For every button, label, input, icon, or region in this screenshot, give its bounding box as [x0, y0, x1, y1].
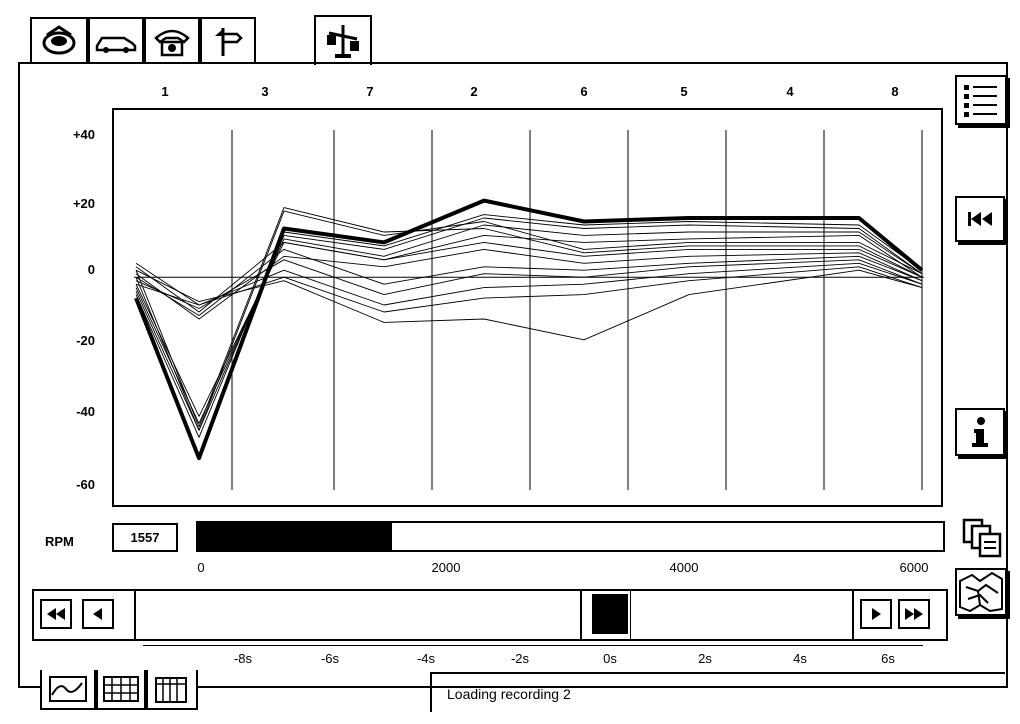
- tab-spreadsheet-view[interactable]: [146, 670, 198, 710]
- series-line: [135, 262, 923, 306]
- tab-phone[interactable]: [144, 17, 200, 63]
- y-tick-label: +40: [72, 127, 95, 142]
- y-tick-label: 0: [87, 262, 95, 277]
- timeline-thumb-frame: [579, 591, 631, 639]
- car-icon: [95, 36, 137, 53]
- channel-label: 8: [891, 84, 899, 99]
- rewind-to-start-button[interactable]: [955, 196, 1005, 242]
- rewind-fast-button[interactable]: [40, 599, 72, 629]
- tab-balance[interactable]: [314, 15, 372, 65]
- channel-label: 1: [161, 84, 169, 99]
- status-bar: Loading recording 2: [430, 672, 1005, 712]
- tab-waveform-view[interactable]: [40, 670, 96, 710]
- y-tick-label: -20: [76, 333, 95, 348]
- waveform-view-icon: [49, 676, 87, 702]
- series-line: [135, 214, 923, 438]
- map-icon: [959, 571, 1003, 613]
- rpm-label: RPM: [45, 534, 74, 549]
- time-tick-label: -4s: [416, 651, 436, 666]
- rpm-tick-label: 6000: [899, 560, 929, 575]
- series-line: [135, 262, 923, 313]
- channel-label: 7: [366, 84, 374, 99]
- y-tick-label: -60: [76, 477, 95, 492]
- map-button[interactable]: [955, 568, 1007, 616]
- engine-icon: [42, 25, 76, 55]
- tab-engine[interactable]: [30, 17, 88, 63]
- step-forward-button[interactable]: [860, 599, 892, 629]
- list-icon: [964, 85, 997, 117]
- fast-forward-button[interactable]: [898, 599, 930, 629]
- channel-label: 6: [580, 84, 588, 99]
- table-view-icon: [103, 676, 139, 702]
- rewind-to-start-icon: [968, 212, 992, 226]
- tab-table-view[interactable]: [96, 670, 146, 710]
- series-line: [135, 217, 923, 431]
- time-tick-label: 4s: [793, 651, 807, 666]
- fast-forward-icon: [905, 608, 923, 620]
- timeline-scroller: [32, 589, 948, 641]
- channel-label: 3: [261, 84, 269, 99]
- rewind-fast-icon: [47, 608, 65, 620]
- telephone-icon: [154, 29, 190, 57]
- rpm-bar: [196, 521, 945, 552]
- time-tick-label: 6s: [881, 651, 895, 666]
- timeline-track[interactable]: [134, 591, 854, 639]
- copy-pages-button[interactable]: [958, 514, 1006, 562]
- rpm-tick-label: 2000: [431, 560, 461, 575]
- series-line: [135, 241, 923, 313]
- y-tick-label: -40: [76, 404, 95, 419]
- info-button[interactable]: [955, 408, 1005, 456]
- time-tick-label: -2s: [510, 651, 530, 666]
- series-line: [135, 224, 923, 424]
- channel-label: 4: [786, 84, 794, 99]
- rpm-value: 1557: [112, 523, 178, 552]
- series-line: [135, 248, 923, 320]
- step-back-button[interactable]: [82, 599, 114, 629]
- main-panel: [18, 62, 1008, 688]
- y-tick-label: +20: [72, 196, 95, 211]
- channel-label: 2: [470, 84, 478, 99]
- series-line: [135, 269, 923, 341]
- series-line-highlighted: [134, 198, 924, 461]
- time-tick-label: -8s: [233, 651, 253, 666]
- tab-vehicle[interactable]: [88, 17, 144, 63]
- balance-scale-icon: [327, 25, 359, 58]
- time-tick-label: -6s: [320, 651, 340, 666]
- rpm-tick-label: 4000: [669, 560, 699, 575]
- series-line: [135, 207, 923, 428]
- rpm-tick-label: 0: [197, 560, 205, 575]
- info-icon: [972, 417, 988, 447]
- status-text: Loading recording 2: [447, 686, 571, 702]
- signpost-icon: [215, 28, 243, 56]
- time-tick-label: 2s: [698, 651, 712, 666]
- channel-label: 5: [680, 84, 688, 99]
- series-line: [135, 259, 923, 309]
- list-view-button[interactable]: [955, 75, 1007, 125]
- chart-svg: [134, 130, 924, 490]
- time-tick-label: 0s: [603, 651, 617, 666]
- series-line: [135, 210, 923, 431]
- tab-navigation[interactable]: [200, 17, 256, 63]
- cylinder-balance-chart: [112, 108, 943, 507]
- series-line: [135, 234, 923, 417]
- step-forward-icon: [872, 608, 881, 620]
- rpm-bar-fill: [198, 523, 392, 550]
- time-axis-line: [143, 645, 923, 646]
- step-back-icon: [93, 608, 102, 620]
- timeline-thumb[interactable]: [591, 594, 628, 634]
- spreadsheet-view-icon: [155, 677, 187, 703]
- copy-pages-icon: [962, 518, 1002, 558]
